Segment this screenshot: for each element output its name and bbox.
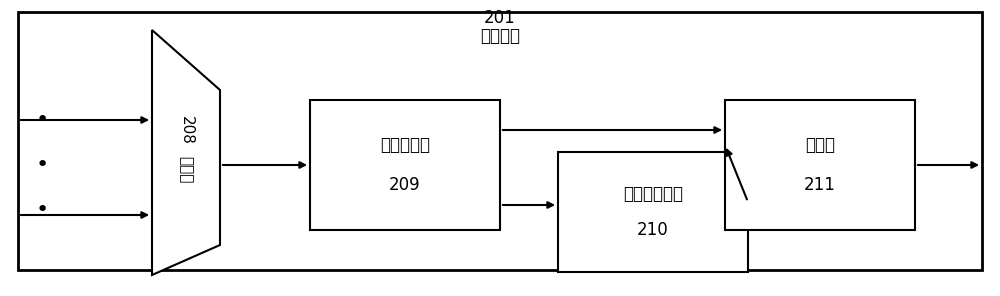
Text: 复用路: 复用路	[178, 156, 194, 184]
Text: 209: 209	[389, 176, 421, 194]
Text: •: •	[35, 110, 49, 130]
Text: 201: 201	[484, 9, 516, 27]
Bar	[18, 12, 982, 270]
Text: 210: 210	[637, 221, 669, 239]
Text: •: •	[35, 155, 49, 175]
Bar	[310, 100, 500, 230]
Bar	[725, 100, 915, 230]
Text: 跨阵放大器: 跨阵放大器	[380, 136, 430, 154]
Text: 208: 208	[178, 115, 194, 144]
Text: 模拟前端: 模拟前端	[480, 27, 520, 45]
Bar	[558, 152, 748, 272]
Text: 211: 211	[804, 176, 836, 194]
Polygon shape	[152, 30, 220, 275]
Text: 比较器: 比较器	[805, 136, 835, 154]
Text: 采样保持电路: 采样保持电路	[623, 185, 683, 203]
Text: •: •	[35, 200, 49, 220]
